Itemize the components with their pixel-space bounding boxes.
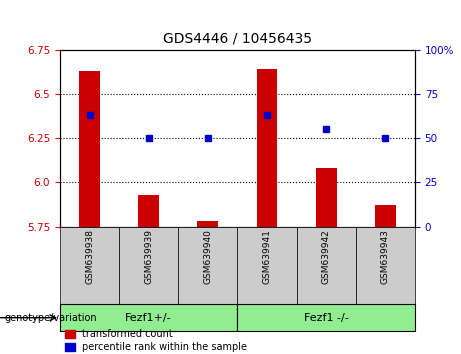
Text: Fezf1 -/-: Fezf1 -/- (304, 313, 349, 323)
Bar (237, 304, 415, 331)
Title: GDS4446 / 10456435: GDS4446 / 10456435 (163, 32, 312, 46)
Bar (197, 221, 218, 227)
Text: genotype/variation: genotype/variation (5, 313, 97, 323)
Text: GSM639940: GSM639940 (203, 229, 213, 284)
Text: GSM639942: GSM639942 (322, 229, 331, 284)
Text: GSM639939: GSM639939 (144, 229, 153, 284)
Bar (119, 227, 178, 304)
Bar (316, 168, 337, 227)
Bar (375, 205, 396, 227)
Text: GSM639943: GSM639943 (381, 229, 390, 284)
Legend: transformed count, percentile rank within the sample: transformed count, percentile rank withi… (65, 329, 247, 352)
Text: GSM639938: GSM639938 (85, 229, 94, 284)
Bar (60, 304, 237, 331)
Text: Fezf1+/-: Fezf1+/- (125, 313, 172, 323)
Bar (257, 69, 278, 227)
Bar (178, 227, 237, 304)
Bar (296, 227, 356, 304)
Bar (138, 195, 159, 227)
Bar (356, 227, 415, 304)
Bar (237, 227, 296, 304)
Text: GSM639941: GSM639941 (262, 229, 272, 284)
Bar (60, 227, 119, 304)
Bar (79, 71, 100, 227)
